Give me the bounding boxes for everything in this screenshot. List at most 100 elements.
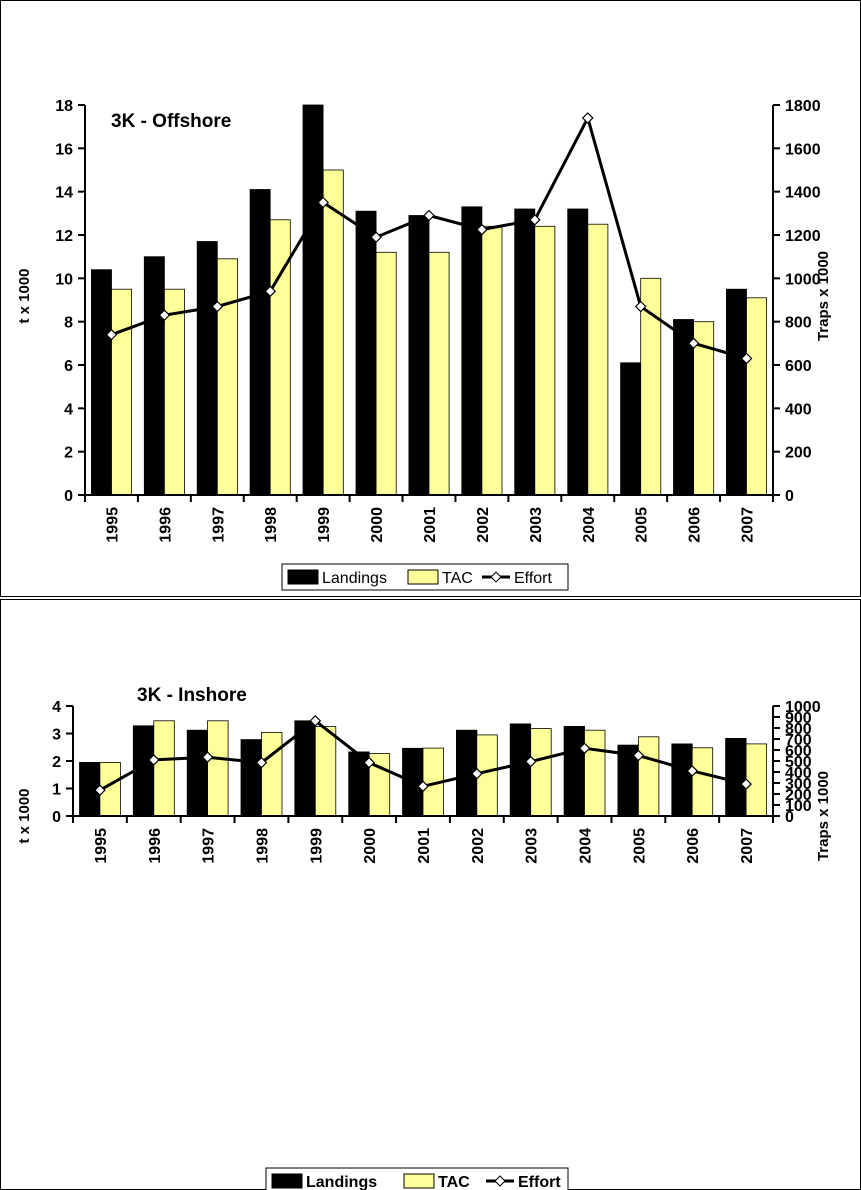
x-tick-label: 2002 <box>470 828 487 864</box>
x-tick-label: 1995 <box>93 828 110 864</box>
tac-bar-1996 <box>153 720 175 817</box>
x-tick-label: 1997 <box>210 507 227 543</box>
effort-marker-2004 <box>578 742 591 755</box>
landings-bar-2003 <box>514 208 536 496</box>
tac-bar-2005 <box>638 736 660 817</box>
landings-bar-2004 <box>563 726 585 817</box>
left-tick-label: 4 <box>64 401 73 418</box>
x-tick-label: 1996 <box>147 828 164 864</box>
x-tick-label: 2005 <box>634 507 651 543</box>
left-tick-label: 10 <box>55 271 73 288</box>
right-tick-label: 0 <box>785 488 794 505</box>
effort-marker-1996 <box>158 309 171 322</box>
tac-bar-1997 <box>207 720 229 817</box>
tac-bar-2007 <box>745 743 767 817</box>
left-tick-label: 2 <box>64 445 73 462</box>
effort-marker-1997 <box>211 300 224 313</box>
right-tick-label: 600 <box>785 743 812 760</box>
left-tick-label: 18 <box>55 98 73 115</box>
effort-marker-2000 <box>370 231 382 244</box>
x-tick-label: 1999 <box>308 828 325 864</box>
right-tick-label: 600 <box>785 358 812 375</box>
right-tick-label: 1600 <box>785 141 821 158</box>
y2-axis-label: Traps x 1000 <box>815 251 832 341</box>
effort-marker-2007 <box>740 352 753 365</box>
effort-marker-1998 <box>255 756 268 769</box>
tac-bar-1999 <box>314 726 337 817</box>
left-tick-label: 3 <box>52 727 61 744</box>
right-tick-label: 200 <box>785 445 812 462</box>
right-tick-label: 900 <box>785 710 812 727</box>
tac-bar-2005 <box>640 277 662 496</box>
left-tick-label: 16 <box>55 141 73 158</box>
landings-bar-2007 <box>726 288 747 496</box>
effort-marker-1998 <box>264 285 277 298</box>
x-tick-label: 2005 <box>631 828 648 864</box>
landings-bar-1995 <box>91 269 112 496</box>
legend-tac-label: TAC <box>438 1174 470 1190</box>
x-tick-label: 1998 <box>254 828 271 864</box>
effort-marker-1996 <box>147 754 160 766</box>
landings-bar-2006 <box>671 743 693 817</box>
tac-bar-2003 <box>530 728 552 817</box>
right-tick-label: 400 <box>785 401 812 418</box>
right-tick-label: 0 <box>785 809 794 826</box>
right-tick-label: 400 <box>785 765 812 782</box>
effort-marker-2005 <box>632 749 645 762</box>
tac-bar-2002 <box>481 225 503 496</box>
effort-marker-2004 <box>581 112 594 124</box>
x-tick-label: 1997 <box>201 828 218 864</box>
left-tick-label: 1 <box>52 782 61 799</box>
right-tick-label: 1800 <box>785 98 821 115</box>
x-tick-label: 1995 <box>104 507 121 543</box>
right-tick-label: 200 <box>785 787 812 804</box>
right-tick-label: 800 <box>785 315 812 332</box>
inshore-chart: 3K - Inshore0123401002003004005006007008… <box>16 685 832 1190</box>
effort-marker-2001 <box>423 209 435 222</box>
landings-bar-1997 <box>196 241 218 496</box>
legend-tac-swatch <box>407 569 439 585</box>
effort-marker-1999 <box>309 715 322 727</box>
chart-title: 3K - Inshore <box>137 685 247 706</box>
legend-landings-label: Landings <box>306 1174 377 1190</box>
effort-marker-1995 <box>105 328 118 341</box>
landings-bar-2007 <box>725 737 747 817</box>
y2-axis-label: Traps x 1000 <box>815 771 832 861</box>
effort-marker-1999 <box>317 196 330 209</box>
effort-marker-1997 <box>201 751 214 763</box>
x-tick-label: 2007 <box>739 828 756 864</box>
effort-marker-2003 <box>528 213 541 226</box>
landings-bar-2004 <box>567 208 589 496</box>
effort-marker-2002 <box>470 767 483 780</box>
y-axis-label: t x 1000 <box>16 788 33 843</box>
legend-landings-swatch <box>271 1173 303 1189</box>
tac-bar-2004 <box>584 729 606 817</box>
tac-bar-2006 <box>691 747 714 817</box>
landings-bar-2000 <box>355 210 377 496</box>
offshore-chart: 3K - Offshore 0 2 4 6 8 10 12 14 16 18 0 200 400 600 80… <box>16 98 832 591</box>
right-tick-label: 700 <box>785 732 812 749</box>
left-tick-label: 0 <box>52 809 61 826</box>
chart-title: 3K - Offshore <box>111 111 231 132</box>
tac-bar-1998 <box>261 731 283 817</box>
landings-bar-2003 <box>509 723 532 817</box>
inshore-chart-panel: 3K - Inshore 0 1 2 3 4 0 100 200 300 400 500 600 700 8… <box>0 599 861 1190</box>
left-tick-label: 8 <box>64 315 73 332</box>
left-tick-label: 14 <box>55 185 73 202</box>
legend-effort-marker <box>490 571 502 583</box>
x-tick-label: 2002 <box>475 507 492 543</box>
landings-bar-1998 <box>249 189 271 496</box>
x-tick-label: 2003 <box>528 507 545 543</box>
right-tick-label: 500 <box>785 754 812 771</box>
landings-bar-1997 <box>186 729 209 817</box>
effort-marker-2005 <box>634 300 647 313</box>
legend-effort-label: Effort <box>514 570 553 587</box>
tac-bar-2001 <box>428 251 450 496</box>
left-tick-label: 2 <box>52 754 61 771</box>
x-tick-label: 2006 <box>687 507 704 543</box>
effort-marker-2003 <box>524 755 537 768</box>
x-tick-label: 2004 <box>578 828 595 864</box>
landings-bar-1999 <box>302 104 324 496</box>
effort-marker-2006 <box>687 337 700 350</box>
landings-bar-1996 <box>143 256 165 496</box>
